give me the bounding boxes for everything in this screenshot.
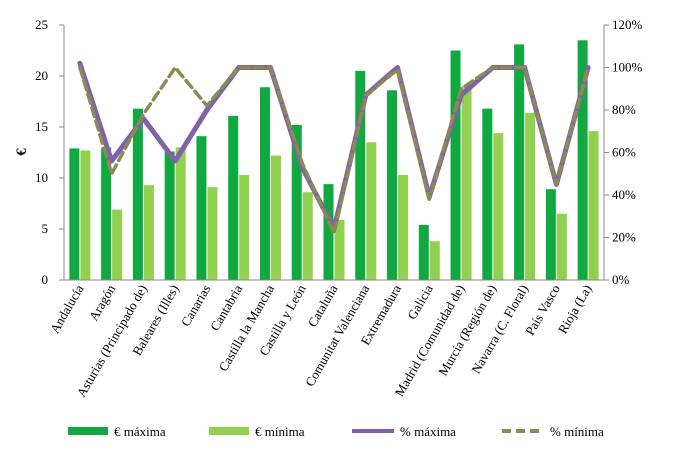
bar-minima-galicia: [429, 241, 440, 280]
bar-maxima-castilla-y-leon: [291, 124, 302, 281]
bar-minima-asturias-principado-de: [143, 185, 154, 280]
line-maxima: [77, 60, 591, 232]
legend-label-max-euro: € máxima: [114, 424, 166, 439]
right-tick-label: 80%: [612, 102, 636, 117]
legend-label-min-pct: % mínima: [550, 424, 604, 439]
bar-minima-castilla-y-leon: [302, 192, 313, 280]
bar-minima-comunitat-valenciana: [366, 142, 377, 280]
bar-minima-rioja-la: [588, 131, 599, 280]
left-tick-label: 5: [42, 221, 49, 236]
left-tick-label: 15: [35, 119, 48, 134]
left-tick-label: 10: [35, 170, 48, 185]
bar-maxima-rioja-la: [577, 40, 588, 280]
left-tick-label: 25: [35, 17, 48, 32]
legend-label-max-pct: % máxima: [400, 424, 456, 439]
left-tick-label: 0: [42, 272, 49, 287]
legend: € máxima € mínima % máxima % mínima: [68, 424, 604, 439]
category-label-canarias: Canarias: [178, 282, 214, 329]
left-tick-labels: 0 5 10 15 20 25: [35, 17, 64, 287]
bar-minima-madrid-comunidad-de: [461, 86, 472, 280]
bar-minima-cantabria: [239, 174, 250, 280]
right-tick-label: 100%: [612, 60, 643, 75]
legend-label-min-euro: € mínima: [255, 424, 305, 439]
left-tick-label: 20: [35, 68, 48, 83]
bar-minima-navarra-c-floral: [525, 112, 536, 280]
bar-maxima-extremadura: [387, 90, 398, 280]
category-label-aragon: Aragón: [86, 282, 119, 324]
bar-maxima-cataluna: [323, 184, 334, 280]
bar-maxima-cantabria: [228, 115, 239, 280]
right-tick-label: 0%: [612, 272, 630, 287]
bar-maxima-murcia-region-de: [482, 108, 493, 280]
bar-maxima-canarias: [196, 136, 207, 280]
bar-minima-pais-vasco: [556, 213, 567, 280]
bar-maxima-madrid-comunidad-de: [450, 50, 461, 280]
bar-minima-cataluna: [334, 219, 345, 280]
line-minima: [78, 65, 590, 236]
right-tick-labels: 0% 20% 40% 60% 80% 100% 120%: [604, 17, 643, 287]
bar-maxima-aragon: [101, 147, 112, 280]
bar-maxima-asturias-principado-de: [132, 108, 143, 280]
bar-maxima-navarra-c-floral: [514, 44, 525, 280]
category-label-galicia: Galicia: [404, 282, 436, 322]
bar-maxima-andalucia: [69, 148, 80, 280]
bar-maxima-comunitat-valenciana: [355, 70, 366, 281]
right-tick-label: 40%: [612, 187, 636, 202]
bar-maxima-galicia: [418, 224, 429, 280]
right-tick-label: 120%: [612, 17, 643, 32]
bars-group: [69, 40, 599, 281]
y-axis-label: €: [14, 148, 30, 156]
lines-group: [77, 60, 591, 236]
bar-minima-aragon: [112, 209, 123, 280]
bar-minima-andalucia: [80, 150, 91, 280]
category-label-andalucia: Andalucía: [47, 282, 87, 336]
legend-swatch-max-euro: [68, 427, 108, 435]
bar-maxima-baleares-illes: [164, 151, 175, 280]
right-tick-label: 60%: [612, 145, 636, 160]
bar-minima-baleares-illes: [175, 147, 186, 280]
bar-minima-canarias: [207, 187, 218, 280]
bar-maxima-castilla-la-mancha: [259, 87, 270, 280]
legend-swatch-min-euro: [209, 427, 249, 435]
bar-maxima-pais-vasco: [545, 189, 556, 280]
bar-minima-murcia-region-de: [493, 133, 504, 280]
bar-minima-extremadura: [398, 174, 409, 280]
bar-minima-castilla-la-mancha: [270, 155, 281, 280]
right-tick-label: 20%: [612, 230, 636, 245]
